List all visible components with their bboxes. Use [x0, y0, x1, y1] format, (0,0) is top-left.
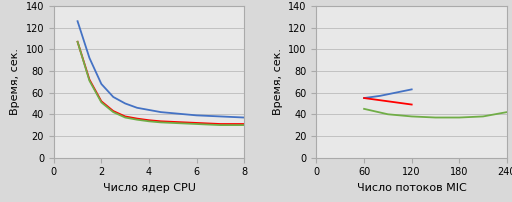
Y-axis label: Время, сек.: Время, сек. [10, 48, 20, 115]
Opt1 [409, 103, 415, 106]
Line: Opt1: Opt1 [364, 98, 412, 105]
Opt2 [456, 116, 462, 119]
Opt1 [361, 97, 367, 99]
Y-axis label: Время, сек.: Время, сек. [273, 48, 283, 115]
Opt2 [433, 116, 439, 119]
Opt2 [409, 115, 415, 118]
Line: Opt2: Opt2 [364, 109, 507, 118]
Opt1 [393, 101, 399, 104]
Base [393, 92, 399, 94]
Line: Base: Base [364, 89, 412, 98]
Base [377, 95, 383, 97]
Base [361, 97, 367, 99]
Base [409, 88, 415, 90]
Opt2 [385, 113, 391, 116]
Opt2 [361, 108, 367, 110]
Opt2 [480, 115, 486, 118]
Opt2 [504, 111, 510, 113]
X-axis label: Число потоков MIC: Число потоков MIC [357, 183, 466, 193]
X-axis label: Число ядер CPU: Число ядер CPU [102, 183, 196, 193]
Opt1 [377, 99, 383, 101]
